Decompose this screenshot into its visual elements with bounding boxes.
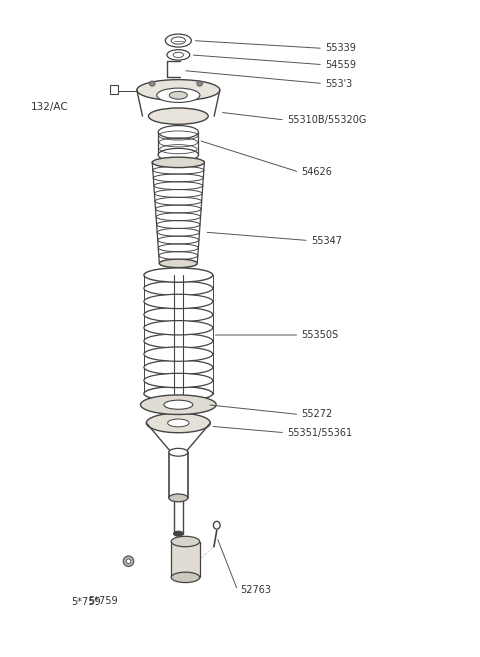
- Ellipse shape: [169, 494, 188, 502]
- Text: 54559: 54559: [325, 60, 356, 70]
- Text: 55310B/55320G: 55310B/55320G: [288, 115, 367, 125]
- Ellipse shape: [141, 395, 216, 415]
- Text: 55272: 55272: [301, 409, 333, 419]
- Ellipse shape: [167, 50, 190, 60]
- Ellipse shape: [158, 148, 199, 162]
- Ellipse shape: [197, 81, 203, 86]
- Ellipse shape: [149, 81, 155, 86]
- Ellipse shape: [165, 34, 192, 47]
- Ellipse shape: [152, 157, 204, 168]
- Ellipse shape: [144, 307, 213, 322]
- Ellipse shape: [146, 413, 210, 433]
- Ellipse shape: [144, 347, 213, 361]
- FancyBboxPatch shape: [109, 85, 118, 94]
- Ellipse shape: [158, 125, 199, 139]
- Ellipse shape: [164, 400, 193, 409]
- Ellipse shape: [214, 521, 220, 529]
- FancyBboxPatch shape: [171, 541, 200, 578]
- Ellipse shape: [144, 268, 213, 283]
- Text: 55351/55361: 55351/55361: [288, 428, 353, 438]
- Ellipse shape: [168, 419, 189, 427]
- Ellipse shape: [144, 294, 213, 309]
- Ellipse shape: [171, 572, 200, 583]
- Text: 132/AC: 132/AC: [31, 102, 69, 112]
- Text: 5*759: 5*759: [88, 596, 118, 606]
- Ellipse shape: [144, 334, 213, 348]
- Ellipse shape: [123, 556, 134, 566]
- Text: 55350S: 55350S: [301, 330, 339, 340]
- Ellipse shape: [174, 531, 183, 536]
- Ellipse shape: [148, 108, 208, 124]
- Ellipse shape: [171, 536, 200, 547]
- Text: 55347: 55347: [311, 236, 342, 246]
- Ellipse shape: [144, 360, 213, 374]
- Text: 5*759: 5*759: [71, 597, 101, 607]
- Ellipse shape: [126, 559, 131, 564]
- Ellipse shape: [157, 88, 200, 102]
- Text: 55339: 55339: [325, 43, 356, 53]
- Ellipse shape: [169, 91, 187, 99]
- Text: 54626: 54626: [301, 167, 333, 177]
- Ellipse shape: [144, 281, 213, 296]
- Ellipse shape: [144, 321, 213, 335]
- Ellipse shape: [144, 373, 213, 388]
- Text: 52763: 52763: [240, 585, 271, 595]
- Ellipse shape: [171, 37, 185, 44]
- Text: 553'3: 553'3: [325, 79, 353, 89]
- Ellipse shape: [144, 386, 213, 401]
- Ellipse shape: [159, 259, 197, 267]
- Ellipse shape: [173, 53, 183, 58]
- Ellipse shape: [137, 79, 220, 101]
- Ellipse shape: [169, 448, 188, 456]
